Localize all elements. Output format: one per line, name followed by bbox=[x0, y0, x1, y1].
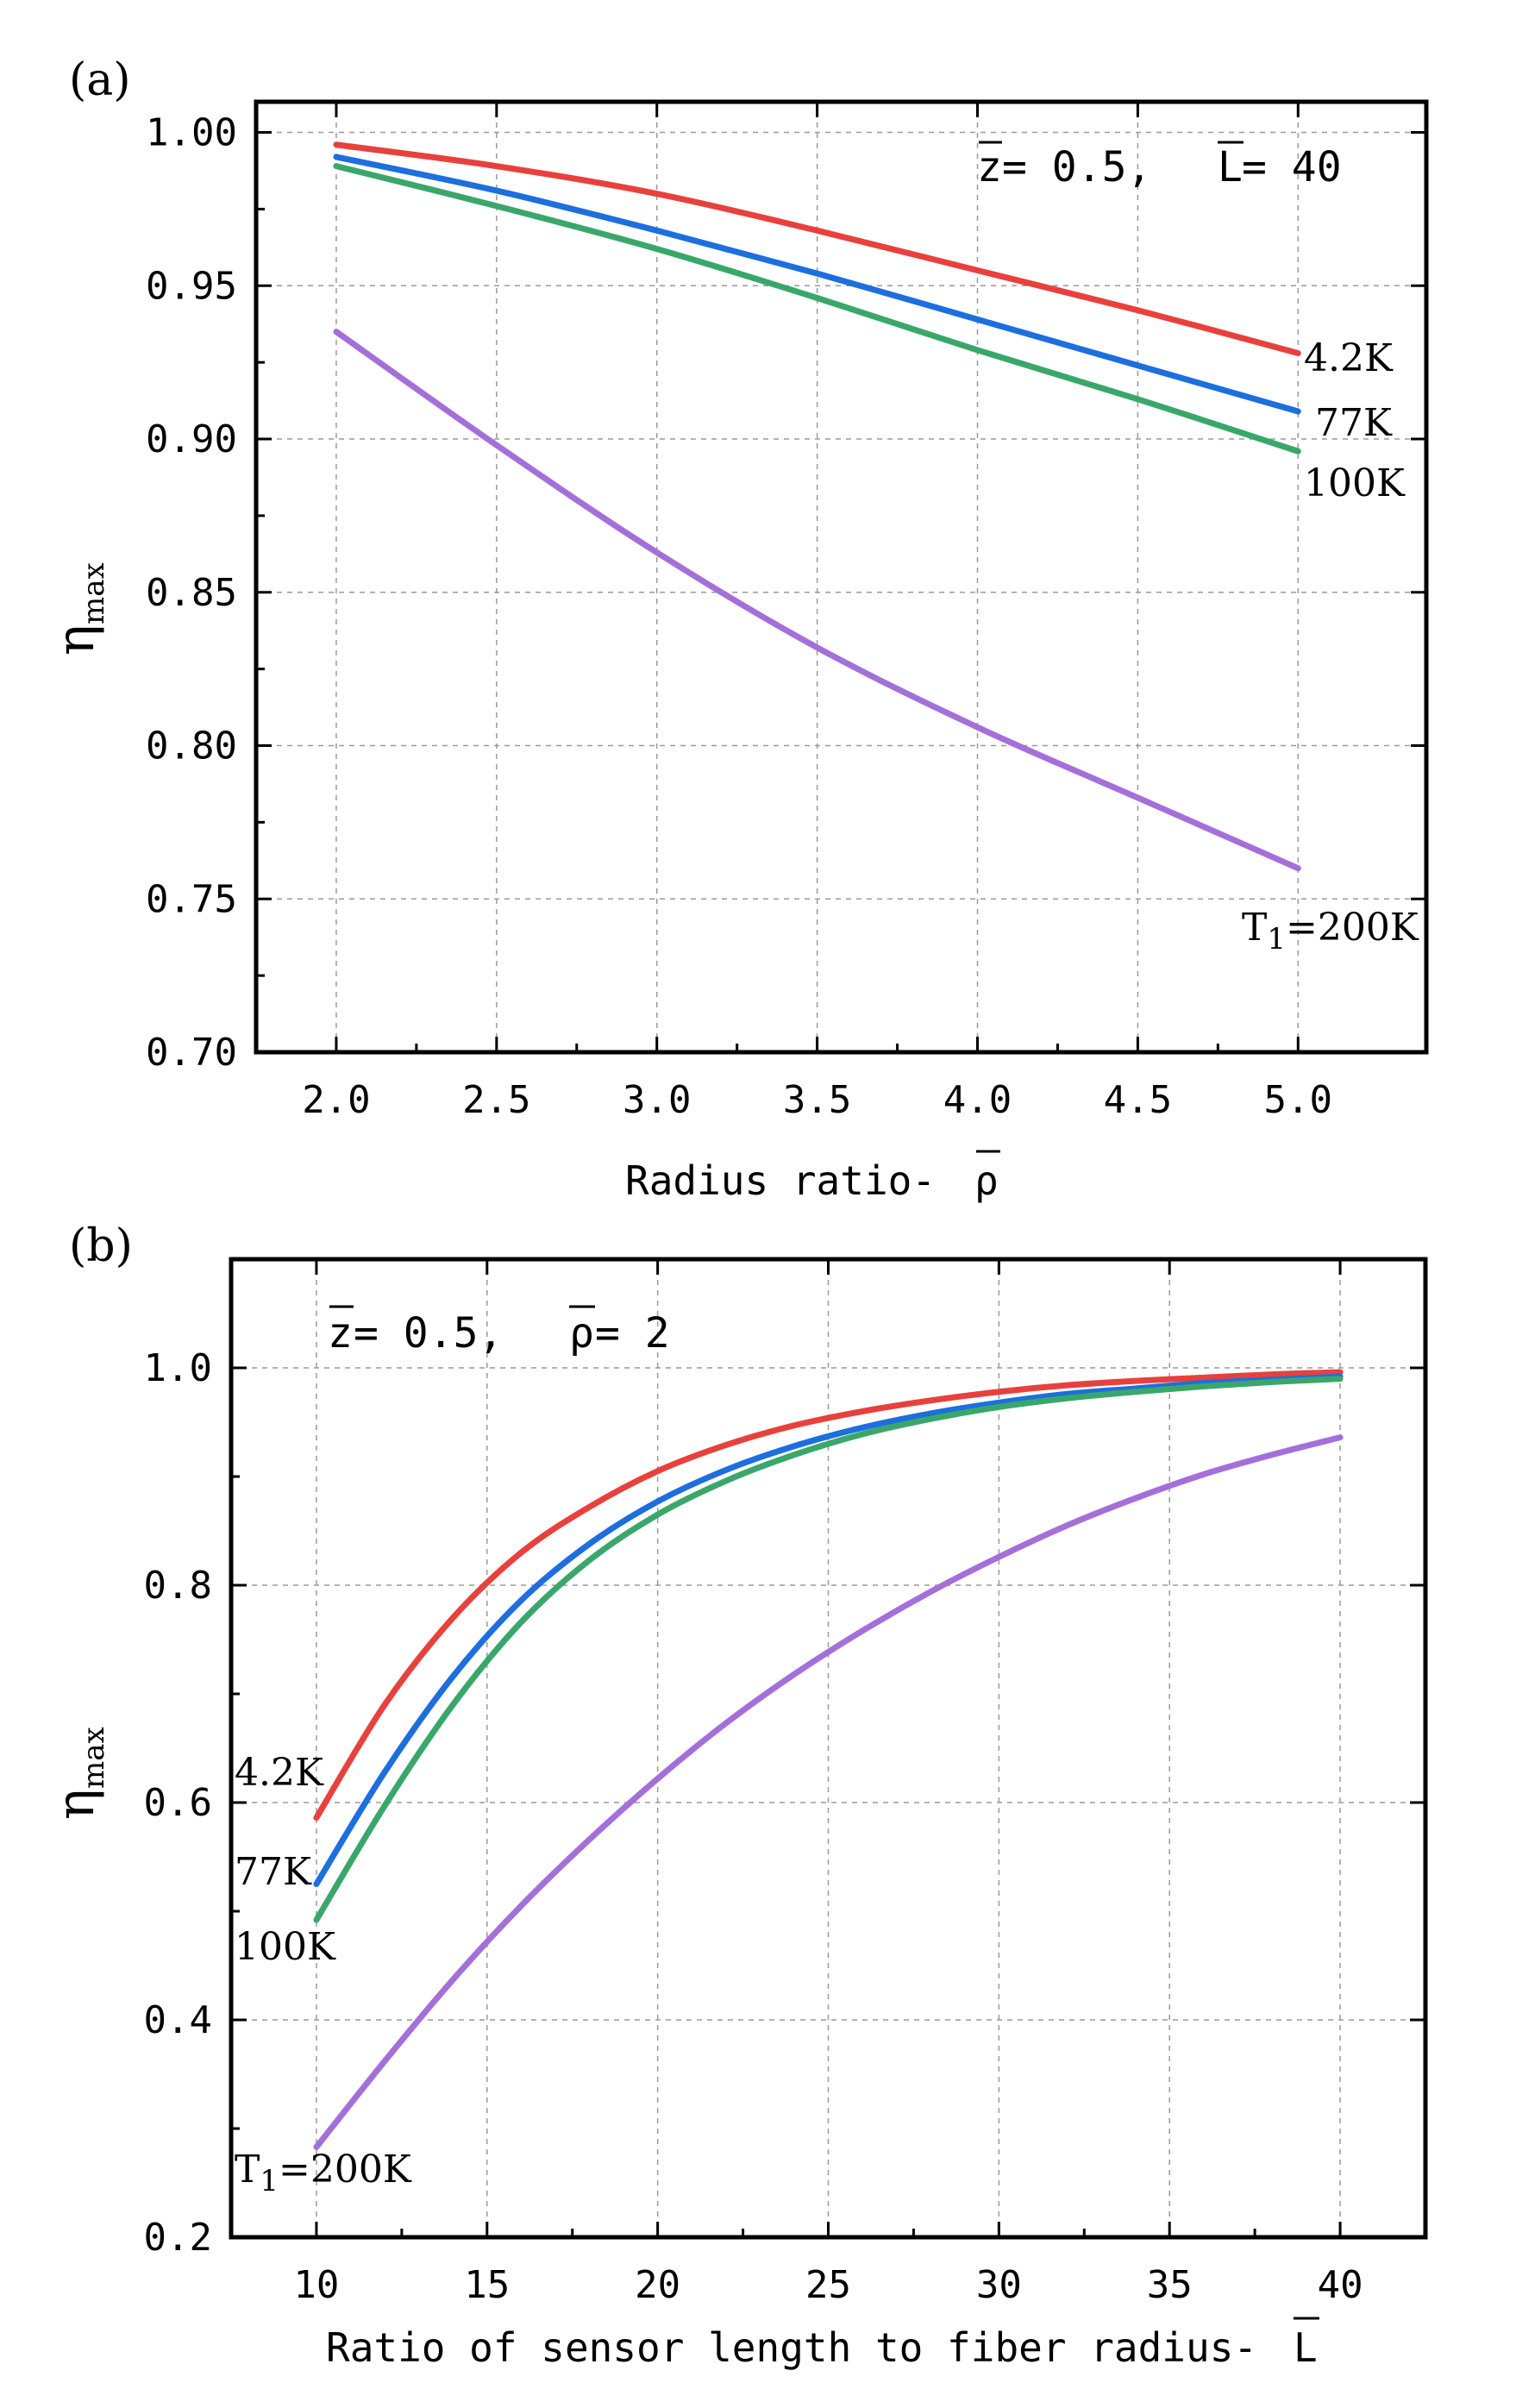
x-axis-title-text: Radius ratio- bbox=[625, 1157, 936, 1204]
panel-b-y-axis-title: ηmax bbox=[46, 1727, 111, 1820]
series-line-77K bbox=[333, 154, 1301, 415]
y-tick-label: 0.8 bbox=[144, 1564, 212, 1608]
y-tick-label: 0.4 bbox=[144, 1998, 212, 2042]
annotation-z: z bbox=[328, 1309, 353, 1358]
panel-b-annotation: z = 0.5, ρ = 2 bbox=[328, 1305, 670, 1358]
x-tick-label: 5.0 bbox=[1264, 1078, 1332, 1122]
x-tick-label: 40 bbox=[1318, 2263, 1363, 2307]
x-tick-label: 35 bbox=[1147, 2263, 1193, 2307]
series-label-200K: T1=200K bbox=[1242, 906, 1419, 956]
x-tick-label: 30 bbox=[976, 2263, 1022, 2307]
panel-a-y-axis-title: ηmax bbox=[46, 562, 111, 655]
y-tick-label: 0.80 bbox=[146, 724, 237, 768]
panel-a-label: (a) bbox=[69, 54, 131, 106]
panel-a-ticks bbox=[256, 102, 1426, 1054]
annotation-eq1: = 0.5, bbox=[354, 1309, 503, 1358]
panel-a-x-axis-title: Radius ratio- ρ bbox=[625, 1150, 1000, 1204]
x-axis-title-text: Ratio of sensor length to fiber radius- bbox=[326, 2324, 1257, 2371]
panel-b-curves bbox=[313, 1369, 1344, 2150]
series-line-77K bbox=[313, 1373, 1344, 1887]
panel-a-frame bbox=[254, 99, 1429, 1055]
y-tick-label: 0.6 bbox=[144, 1781, 212, 1825]
panel-a-y-tick-labels: 0.70 0.75 0.80 0.85 0.90 0.95 1.00 bbox=[146, 111, 237, 1075]
panel-a-x-tick-labels: 2.0 2.5 3.0 3.5 4.0 4.5 5.0 bbox=[302, 1078, 1332, 1122]
annotation-eq2: = 2 bbox=[595, 1309, 670, 1358]
panel-b-ticks bbox=[231, 1259, 1425, 2239]
x-tick-label: 3.0 bbox=[623, 1078, 691, 1122]
panel-a-series-labels: 4.2K 77K 100K T1=200K bbox=[1242, 336, 1419, 956]
series-label-100K: 100K bbox=[1304, 461, 1406, 505]
series-label-200K: T1=200K bbox=[235, 2148, 412, 2198]
x-tick-label: 4.0 bbox=[943, 1078, 1012, 1122]
x-axis-symbol: ρ bbox=[974, 1157, 999, 1204]
x-tick-label: 25 bbox=[805, 2263, 851, 2307]
x-tick-label: 2.5 bbox=[462, 1078, 530, 1122]
annotation-L: L bbox=[1218, 143, 1243, 191]
series-label-100K: 100K bbox=[235, 1925, 336, 1969]
y-tick-label: 1.0 bbox=[144, 1346, 212, 1390]
annotation-rho: ρ bbox=[569, 1309, 594, 1358]
series-label-4.2K: 4.2K bbox=[1304, 336, 1394, 380]
x-tick-label: 3.5 bbox=[783, 1078, 851, 1122]
x-tick-label: 4.5 bbox=[1104, 1078, 1172, 1122]
series-line-4.2K bbox=[313, 1369, 1344, 1822]
series-line-100K bbox=[313, 1376, 1344, 1923]
y-tick-label: 0.2 bbox=[144, 2216, 212, 2260]
panel-b-x-axis-title: Ratio of sensor length to fiber radius- … bbox=[326, 2317, 1319, 2371]
x-tick-label: 15 bbox=[464, 2263, 510, 2307]
x-tick-label: 10 bbox=[293, 2263, 339, 2307]
series-label-4.2K: 4.2K bbox=[235, 1751, 324, 1795]
panel-a-curves bbox=[333, 141, 1301, 872]
annotation-eq2: = 40 bbox=[1242, 143, 1342, 191]
y-tick-label: 0.85 bbox=[146, 571, 237, 615]
panel-b-y-tick-labels: 0.2 0.4 0.6 0.8 1.0 bbox=[144, 1346, 212, 2260]
x-tick-label: 2.0 bbox=[302, 1078, 370, 1122]
annotation-eq1: = 0.5, bbox=[1002, 143, 1151, 191]
panel-b-grid bbox=[231, 1259, 1425, 2238]
panel-b-series-labels: 4.2K 77K 100K T1=200K bbox=[235, 1751, 412, 2198]
panel-a: (a) 2.0 2.5 3.0 3.5 4.0 4.5 5.0 0.700.750.800.… bbox=[46, 54, 1429, 1204]
series-line-T1=200K bbox=[333, 329, 1301, 872]
y-tick-label: 0.95 bbox=[146, 264, 237, 308]
panel-b-label: (b) bbox=[69, 1220, 133, 1272]
y-tick-label: 0.90 bbox=[146, 417, 237, 461]
annotation-z: z bbox=[977, 143, 1002, 191]
series-line-100K bbox=[333, 163, 1301, 455]
x-tick-label: 20 bbox=[635, 2263, 680, 2307]
y-tick-label: 0.75 bbox=[146, 877, 237, 921]
x-axis-symbol: L bbox=[1294, 2324, 1318, 2371]
series-line-T1=200K bbox=[313, 1434, 1344, 2150]
series-line-4.2K bbox=[333, 141, 1301, 356]
panel-b-x-tick-labels: 10 15 20 25 30 35 40 bbox=[293, 2263, 1363, 2307]
panel-b: (b) 10 15 20 25 30 35 40 0.2 0.4 0.6 0.8 1.0 z = 0… bbox=[46, 1220, 1428, 2371]
y-tick-label: 1.00 bbox=[146, 111, 237, 155]
series-label-77K: 77K bbox=[1315, 401, 1393, 445]
panel-a-annotation: z = 0.5, L = 40 bbox=[977, 141, 1342, 191]
y-tick-label: 0.70 bbox=[146, 1031, 237, 1075]
series-label-77K: 77K bbox=[235, 1850, 312, 1894]
